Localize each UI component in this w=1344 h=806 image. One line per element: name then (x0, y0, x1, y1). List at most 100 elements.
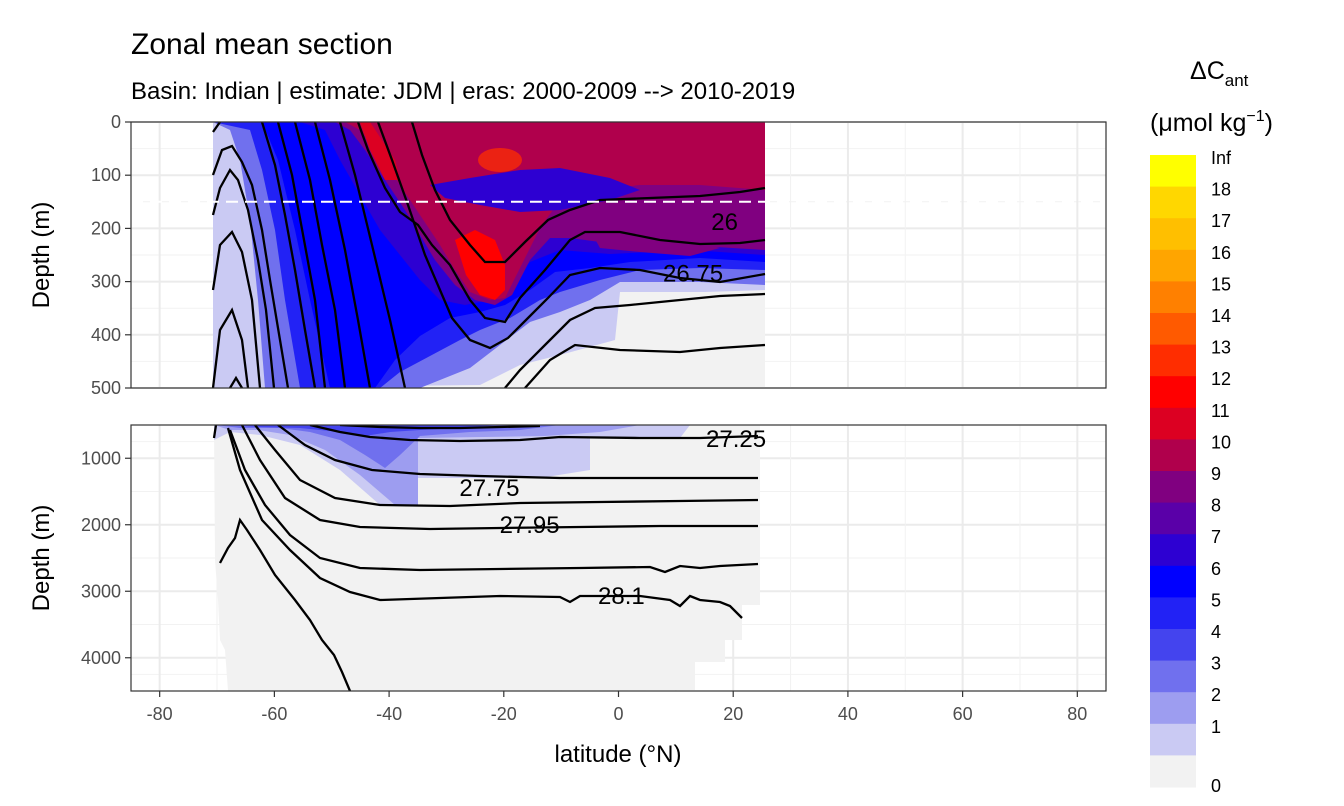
y-tick-label: 3000 (81, 581, 121, 601)
panel-top-contour-labels: 26 26.75 (663, 209, 738, 288)
legend-label: 0 (1211, 776, 1221, 796)
contour-top-9 (293, 122, 347, 388)
legend-swatch (1150, 313, 1196, 346)
legend-label: 1 (1211, 717, 1221, 737)
legend-label: 7 (1211, 527, 1221, 547)
contour-label: 26.75 (663, 261, 723, 288)
x-tick-label: 0 (613, 704, 623, 724)
x-tick-label: -20 (491, 704, 517, 724)
legend-unit-end: ) (1265, 109, 1273, 137)
field-bottom-band-2 (214, 425, 640, 505)
legend-swatch (1150, 344, 1196, 377)
contour-top-11 (338, 122, 407, 388)
contour-label: 27.25 (706, 426, 766, 453)
panel-bottom: 27.25 27.75 27.95 28.1 1000 2000 3000 4000 Dep… (28, 424, 1107, 692)
legend-label: 17 (1211, 211, 1231, 231)
legend-label: 14 (1211, 306, 1231, 326)
legend-swatch (1150, 502, 1196, 535)
contour-top-2 (211, 144, 290, 388)
x-tick-label: 80 (1067, 704, 1087, 724)
legend-label: 3 (1211, 654, 1221, 674)
contour-bot-4 (254, 425, 759, 508)
legend-swatch (1150, 534, 1196, 567)
legend-swatch (1150, 692, 1196, 725)
contour-top-16 (524, 343, 766, 388)
contour-top-15 (504, 292, 766, 388)
contour-top-4 (211, 229, 262, 388)
legend-title: ΔCant (1190, 57, 1249, 90)
legend-label: 11 (1211, 401, 1230, 421)
contour-top-12 (356, 122, 766, 324)
x-tick-label: -80 (147, 704, 173, 724)
legend-swatch (1150, 723, 1196, 756)
panel-bottom-ylabel: Depth (m) (28, 505, 55, 612)
legend-swatch (1150, 629, 1196, 662)
x-tick-label: 40 (838, 704, 858, 724)
field-bottom-low (214, 425, 760, 691)
contour-bot-3 (277, 425, 758, 480)
legend-label: 12 (1211, 369, 1231, 389)
field-top-red-lens (478, 148, 522, 172)
panel-top-border (130, 121, 1107, 389)
legend-label: 10 (1211, 432, 1231, 452)
contour-bot-2 (309, 425, 759, 443)
contour-top-1 (212, 122, 221, 133)
contour-bot-6 (228, 429, 759, 574)
chart-subtitle: Basin: Indian | estimate: JDM | eras: 20… (131, 78, 795, 105)
legend-label: 13 (1211, 338, 1231, 358)
x-axis-label: latitude (°N) (555, 741, 682, 768)
contour-top-8 (276, 122, 327, 388)
legend-swatch (1150, 660, 1196, 693)
x-axis-ticks: -80 -60 -40 -20 0 20 40 60 80 (147, 691, 1087, 724)
contour-top-7 (260, 122, 317, 388)
y-tick-label: 4000 (81, 648, 121, 668)
panel-bottom-contours (212, 425, 759, 691)
contour-label: 27.75 (459, 475, 519, 502)
contour-top-10 (313, 122, 372, 388)
legend-swatch (1150, 597, 1196, 630)
y-tick-label: 0 (111, 112, 121, 132)
legend-unit: (μmol kg−1) (1150, 108, 1273, 137)
panel-top-contours (211, 122, 766, 388)
legend-unit-sup: −1 (1246, 108, 1264, 125)
panel-top: 26 26.75 0 100 200 300 400 500 Depth (m) (28, 112, 1107, 398)
field-top-red-patch (455, 230, 505, 300)
panel-top-ylabel: Depth (m) (28, 202, 55, 309)
contour-bot-5 (240, 425, 758, 531)
legend-swatch (1150, 755, 1196, 788)
contour-label: 27.95 (500, 512, 560, 539)
panel-bottom-yticks: 1000 2000 3000 4000 (81, 448, 131, 668)
legend-swatch (1150, 218, 1196, 251)
legend-swatch (1150, 281, 1196, 314)
legend-unit-main: (μmol kg (1150, 109, 1246, 137)
x-tick-label: -40 (376, 704, 402, 724)
y-tick-label: 500 (91, 378, 121, 398)
legend-label: 18 (1211, 180, 1231, 200)
legend-label: 9 (1211, 464, 1221, 484)
panel-bottom-field (214, 425, 760, 691)
legend-swatch (1150, 407, 1196, 440)
legend-title-sub: ant (1225, 71, 1249, 90)
legend-title-main: ΔC (1190, 57, 1225, 85)
contour-label: 28.1 (598, 583, 645, 610)
y-tick-label: 2000 (81, 515, 121, 535)
legend-label: 16 (1211, 243, 1231, 263)
contour-bot-1 (339, 425, 541, 430)
legend-label: Inf (1211, 148, 1232, 168)
legend-label: 2 (1211, 685, 1221, 705)
y-tick-label: 300 (91, 272, 121, 292)
x-tick-label: 20 (723, 704, 743, 724)
legend: ΔCant (μmol kg−1) Inf1817161514131211109… (1150, 57, 1273, 796)
legend-label: 4 (1211, 622, 1221, 642)
chart-title: Zonal mean section (131, 28, 393, 61)
y-tick-label: 1000 (81, 448, 121, 468)
legend-swatch (1150, 155, 1196, 188)
field-top-red-patch-2 (360, 122, 400, 180)
panel-top-field (213, 122, 765, 388)
y-tick-label: 100 (91, 165, 121, 185)
field-bottom-band-3 (216, 425, 560, 468)
contour-top-14 (376, 122, 766, 350)
contour-label: 26 (711, 209, 738, 236)
